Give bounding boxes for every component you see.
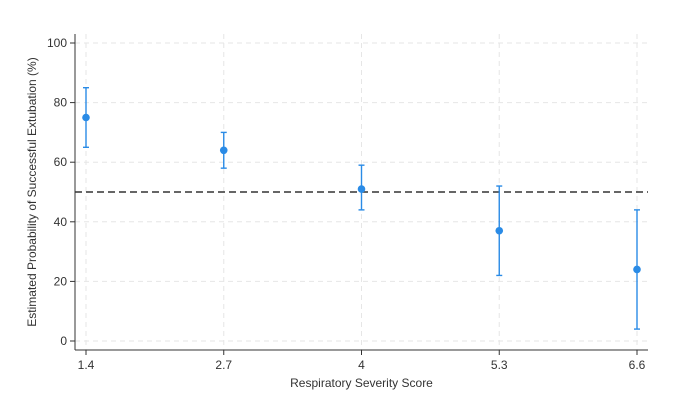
y-tick-label: 60 [54,155,68,169]
data-point [219,146,228,155]
data-point [633,265,641,274]
data-point [357,185,366,193]
y-tick-label: 40 [54,215,68,229]
data-point [495,226,504,235]
x-tick-label: 2.7 [215,358,232,372]
y-tick-label: 20 [54,274,68,288]
y-axis-label: Estimated Probability of Successful Extu… [25,57,39,326]
y-tick-label: 0 [60,334,67,348]
axes: 0 20 40 60 80 100 1.4 2.7 4 5.3 6.6 [47,34,648,372]
data-point [82,113,90,122]
x-tick-label: 4 [358,358,365,372]
data-layer [82,86,641,330]
x-tick-label: 1.4 [78,358,95,372]
x-tick-label: 5.3 [491,358,508,372]
x-axis-label: Respiratory Severity Score [290,376,433,390]
x-tick-label: 6.6 [629,358,646,372]
y-tick-label: 80 [54,96,68,110]
y-tick-label: 100 [47,36,67,50]
